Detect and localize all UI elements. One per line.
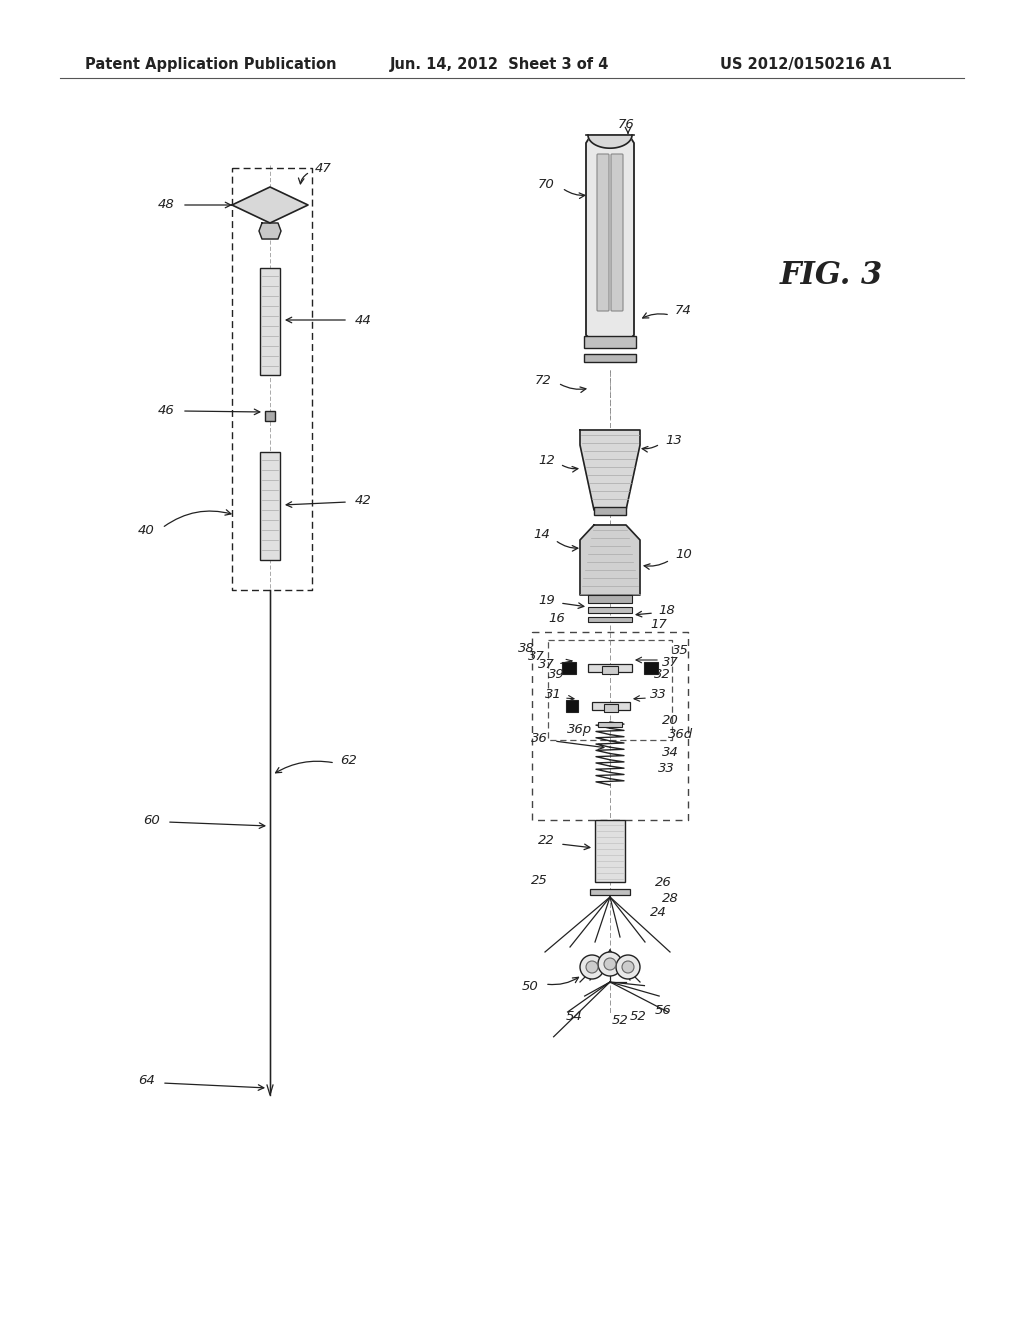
Text: 70: 70: [539, 178, 555, 191]
Bar: [590, 888, 630, 895]
Text: 48: 48: [159, 198, 175, 211]
Text: 35: 35: [672, 644, 689, 656]
Text: 37: 37: [528, 651, 545, 664]
Text: 64: 64: [138, 1073, 155, 1086]
Bar: [644, 663, 658, 675]
Text: US 2012/0150216 A1: US 2012/0150216 A1: [720, 58, 892, 73]
Text: 19: 19: [539, 594, 555, 606]
Text: 22: 22: [539, 833, 555, 846]
Text: 52: 52: [612, 1014, 629, 1027]
Bar: [598, 722, 622, 727]
FancyBboxPatch shape: [597, 154, 609, 312]
Text: 26: 26: [655, 875, 672, 888]
Text: 37: 37: [662, 656, 679, 668]
Text: Jun. 14, 2012  Sheet 3 of 4: Jun. 14, 2012 Sheet 3 of 4: [390, 58, 609, 73]
Text: 10: 10: [675, 549, 692, 561]
Bar: [584, 337, 636, 348]
Text: 39: 39: [548, 668, 565, 681]
Text: 62: 62: [340, 754, 356, 767]
Text: 31: 31: [545, 689, 562, 701]
Text: 25: 25: [531, 874, 548, 887]
Circle shape: [622, 961, 634, 973]
Text: 42: 42: [355, 494, 372, 507]
Text: 36p: 36p: [567, 723, 592, 737]
Text: 17: 17: [650, 619, 667, 631]
Polygon shape: [580, 525, 640, 595]
Circle shape: [580, 954, 604, 979]
Bar: [595, 820, 625, 882]
Text: 20: 20: [662, 714, 679, 726]
Text: 33: 33: [658, 762, 675, 775]
Text: 56: 56: [655, 1003, 672, 1016]
Text: 60: 60: [143, 813, 160, 826]
Text: 37: 37: [539, 659, 555, 672]
Polygon shape: [259, 223, 281, 239]
Text: 36: 36: [531, 731, 548, 744]
Text: 13: 13: [665, 433, 682, 446]
FancyBboxPatch shape: [260, 451, 280, 560]
Circle shape: [598, 952, 622, 975]
Text: 14: 14: [534, 528, 550, 541]
Bar: [588, 664, 632, 672]
Text: Patent Application Publication: Patent Application Publication: [85, 58, 337, 73]
FancyBboxPatch shape: [260, 268, 280, 375]
Text: 54: 54: [565, 1011, 582, 1023]
Text: 47: 47: [315, 161, 332, 174]
Text: 46: 46: [159, 404, 175, 417]
Bar: [604, 704, 618, 711]
Text: 36d: 36d: [668, 729, 693, 742]
Bar: [594, 507, 626, 515]
Text: 32: 32: [654, 668, 671, 681]
Polygon shape: [580, 430, 640, 510]
Bar: [588, 607, 632, 612]
Text: 74: 74: [675, 304, 692, 317]
Bar: [566, 700, 578, 711]
Text: 76: 76: [618, 119, 635, 132]
Text: 52: 52: [630, 1011, 647, 1023]
Bar: [588, 595, 632, 603]
Text: 38: 38: [518, 642, 535, 655]
Text: 40: 40: [138, 524, 155, 536]
Bar: [602, 667, 618, 675]
Text: 28: 28: [662, 891, 679, 904]
Text: 12: 12: [539, 454, 555, 466]
Text: 33: 33: [650, 689, 667, 701]
Bar: [562, 663, 575, 675]
Bar: [265, 411, 275, 421]
Bar: [592, 702, 630, 710]
Text: 34: 34: [662, 746, 679, 759]
Bar: [584, 354, 636, 362]
Polygon shape: [586, 135, 634, 341]
Text: 24: 24: [650, 906, 667, 919]
Bar: [588, 616, 632, 622]
Text: 16: 16: [548, 611, 565, 624]
FancyBboxPatch shape: [611, 154, 623, 312]
Text: 72: 72: [536, 374, 552, 387]
Circle shape: [586, 961, 598, 973]
Text: 18: 18: [658, 603, 675, 616]
Text: 50: 50: [521, 981, 538, 994]
Polygon shape: [588, 135, 632, 148]
Polygon shape: [232, 187, 308, 223]
Text: FIG. 3: FIG. 3: [780, 260, 884, 290]
Circle shape: [616, 954, 640, 979]
Circle shape: [604, 958, 616, 970]
Text: 44: 44: [355, 314, 372, 326]
